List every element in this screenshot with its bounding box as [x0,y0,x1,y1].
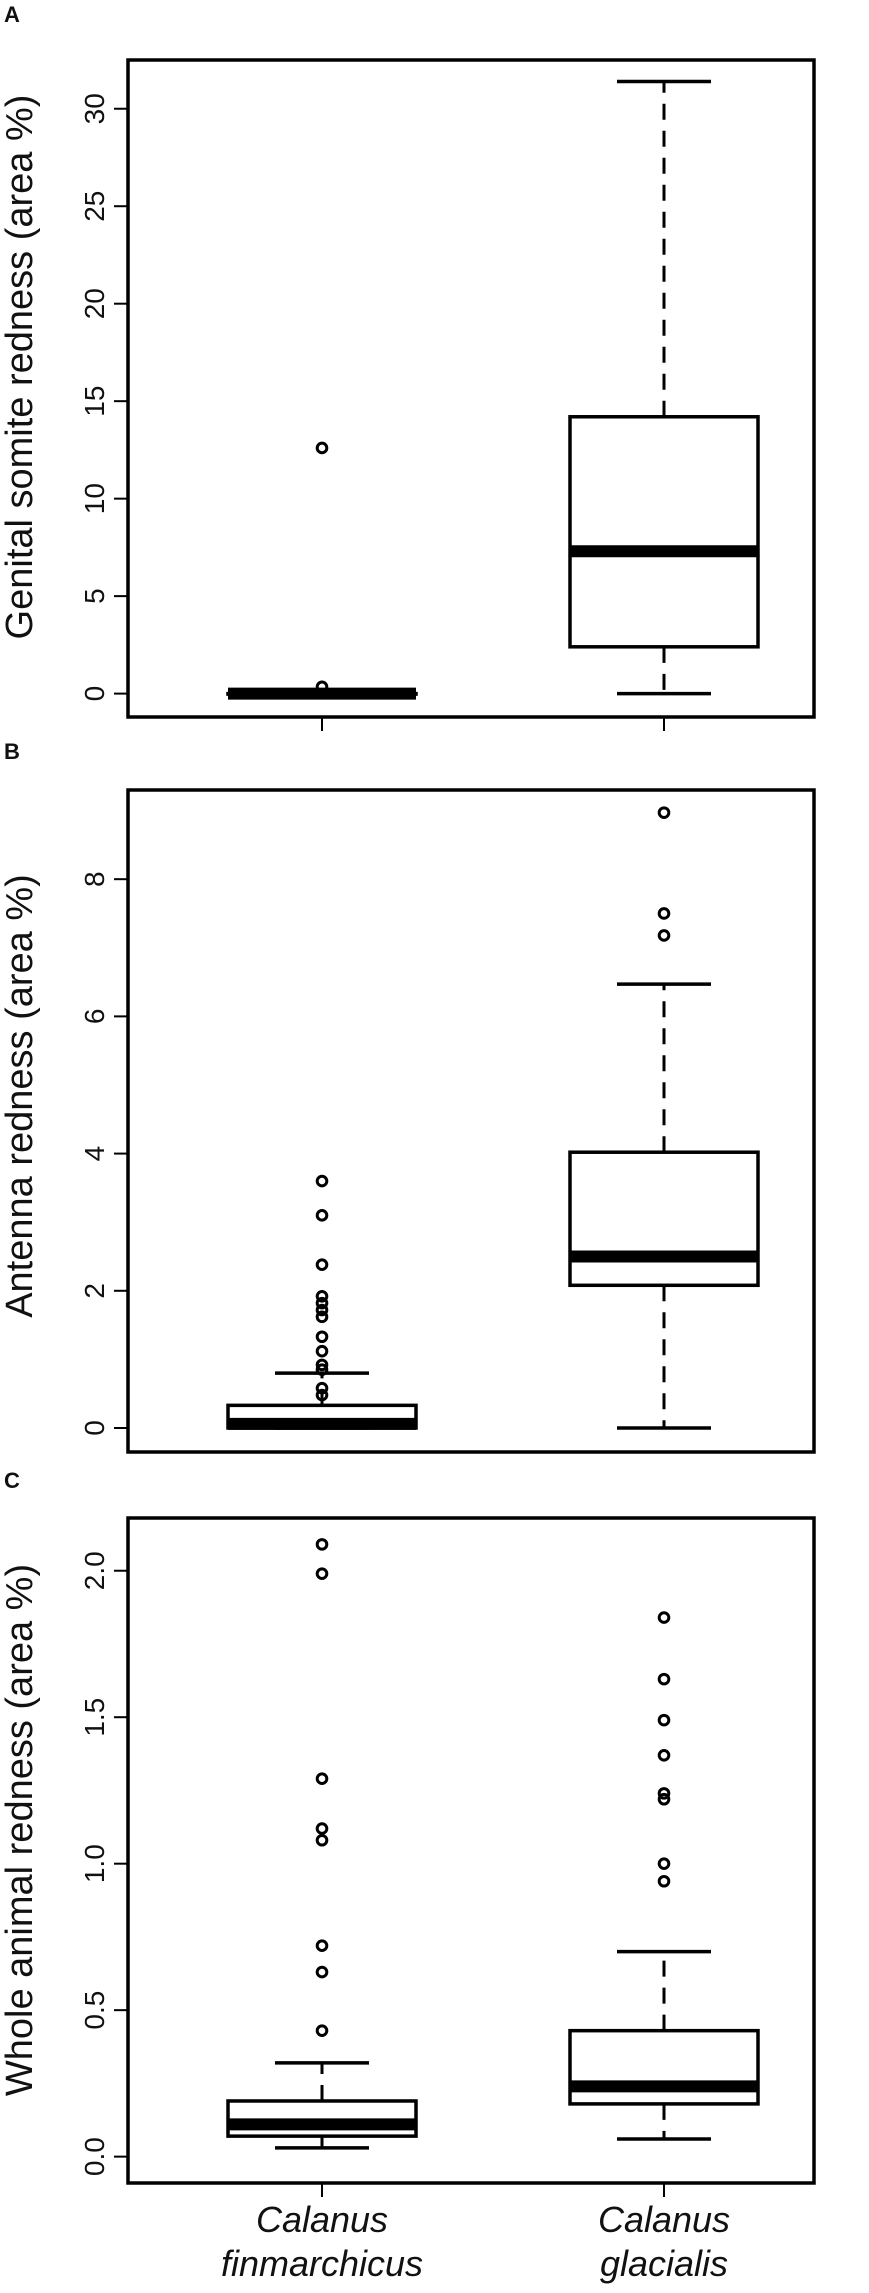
panel-c-box-1-outlier [315,1965,329,1979]
panel-a-box-2-box [568,415,760,649]
panel-c-box-2-outlier [657,1713,671,1727]
panel-a-plot-frame [126,58,816,719]
panel-b-box-2-outlier [657,806,671,819]
panel-b-box-1-outlier [315,1289,329,1303]
panel-b-box-1-outlier [315,1344,329,1358]
panel-b-box-2-box [568,1150,760,1288]
panel-b-box-1-outlier [315,1381,329,1395]
panel-c-box-1-outlier [315,1822,329,1835]
panel-a-y-tick-label: 25 [79,191,110,222]
category-1-line-1: Calanus [256,2199,388,2240]
panel-c-plot-frame [126,1516,816,2185]
panel-c-y-tick-label: 0.0 [79,2137,110,2176]
panel-c-box-1-outlier [315,1538,329,1551]
panel-b-box-1-outlier [315,1258,329,1272]
panel-a-marks [226,79,760,700]
panel-c-box-2-outlier [657,1748,671,1762]
panel-b-box-1-outlier [315,1330,329,1344]
panel-a-box-1-outlier [315,680,329,694]
panel-b-box-1-outlier [315,1363,329,1376]
panel-c-box-2-outlier [657,1611,671,1624]
panel-b-ylabel: Antenna redness (area %) [0,874,41,1318]
panel-a-box-1-outlier [315,441,329,455]
panel-c-box-2-outlier [657,1672,671,1686]
panel-c-box-1-outlier [315,1939,329,1953]
panel-b-y-tick-label: 0 [79,1420,110,1436]
panel-b-plot-frame [126,788,816,1454]
panel-b-box-1-outlier [315,1296,329,1310]
panel-b-box-1-outlier [315,1358,329,1372]
panel-b-box-1-outlier [315,1303,329,1317]
panel-b-y-tick-label: 2 [79,1283,110,1299]
category-2-line-1: Calanus [598,2199,730,2240]
panel-a-y-tick-label: 0 [79,686,110,702]
panel-c-box-1-outlier [315,1567,329,1580]
panel-a-y-axis: 0 5 10 15 20 25 30 [79,93,128,701]
panel-a-y-tick-label: 15 [79,386,110,417]
panel-c-ylabel: Whole animal redness (area %) [0,1564,41,2096]
panel-b-box-1-outlier [315,1310,329,1324]
panel-c-y-tick-label: 0.5 [79,1991,110,2030]
category-1-line-2: finmarchicus [221,2243,423,2284]
panel-a-letter: A [4,2,20,27]
panel-c-box-2-outlier [657,1787,671,1800]
panel-c-box-2-box [568,2028,760,2106]
panel-b-box-2-outlier [657,929,671,942]
panel-a-y-tick-label: 30 [79,93,110,124]
category-2-line-2: glacialis [600,2243,728,2284]
panel-a: A Genital somite redness (area %) 0 5 10 15… [0,2,816,719]
panel-c-box-1-outlier [315,2024,329,2037]
panel-c-y-tick-label: 2.0 [79,1551,110,1590]
panel-b-box-2-outlier [657,907,671,920]
panel-b-y-tick-label: 4 [79,1146,110,1162]
panel-b-box-1-outlier [315,1388,329,1402]
panel-b-y-axis: 0 2 4 6 8 [79,871,128,1436]
panel-b-letter: B [4,739,20,764]
x-axis: Calanus finmarchicus Calanus glacialis [221,717,730,2284]
panel-c-y-tick-label: 1.5 [79,1698,110,1737]
panel-c-box-2-outlier [657,1792,671,1806]
panel-a-y-tick-label: 10 [79,483,110,514]
panel-c-letter: C [4,1468,20,1493]
panel-c-marks [226,1538,760,2150]
panel-c-y-tick-label: 1.0 [79,1844,110,1883]
panel-b-box-1-outlier [315,1174,329,1188]
panel-b: B Antenna redness (area %) 0 2 4 6 8 [0,739,816,1454]
panel-b-box-1-outlier [315,1209,329,1222]
panel-c-box-2-outlier [657,1874,671,1888]
panel-b-y-tick-label: 6 [79,1009,110,1025]
panel-c-box-2-outlier [657,1857,671,1870]
panel-c-box-1-outlier [315,1772,329,1786]
panel-b-y-tick-label: 8 [79,871,110,887]
panel-a-y-tick-label: 20 [79,288,110,319]
panel-a-y-tick-label: 5 [79,588,110,604]
panel-c-box-1-outlier [315,1833,329,1847]
panel-a-ylabel: Genital somite redness (area %) [0,95,41,640]
panel-b-marks [226,806,760,1430]
panel-c-y-axis: 0.0 0.5 1.0 1.5 2.0 [79,1551,128,2176]
panel-c: C Whole animal redness (area %) 0.0 0.5 1.… [0,1468,816,2185]
